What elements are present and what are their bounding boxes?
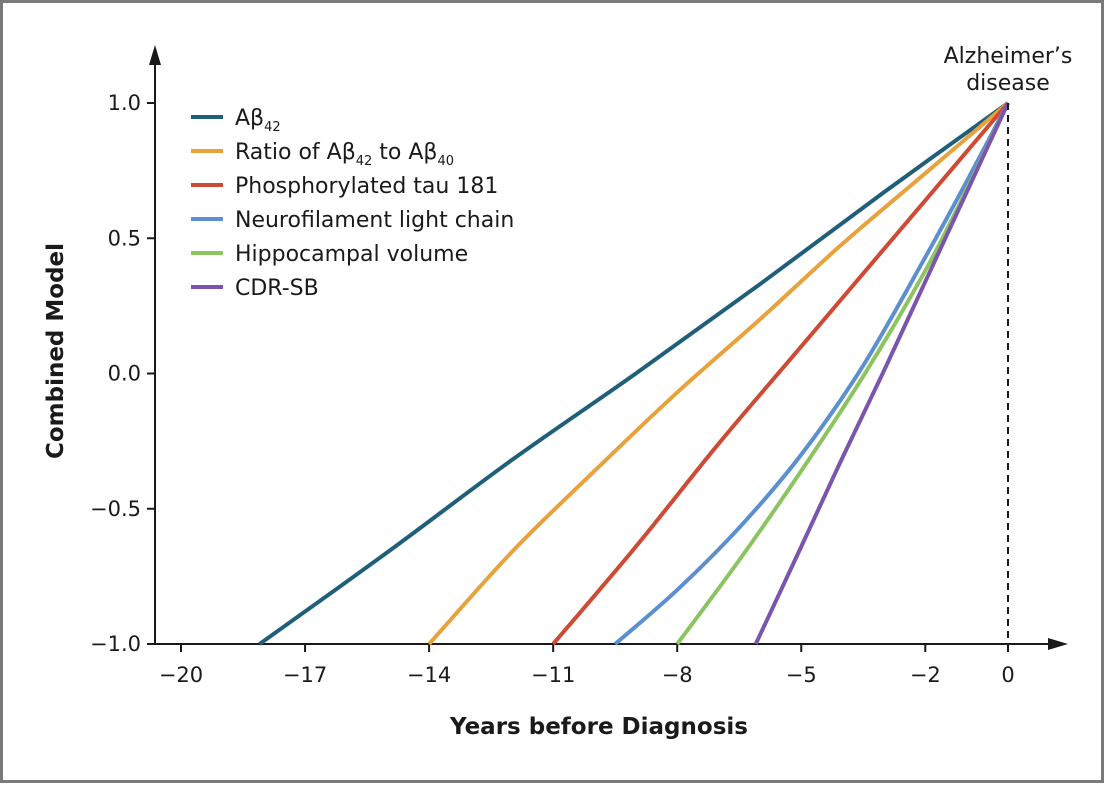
x-axis-title: Years before Diagnosis	[449, 714, 748, 740]
y-axis-arrow	[149, 45, 161, 65]
x-tick-label: −20	[159, 663, 203, 687]
series-line	[551, 101, 1010, 646]
series-line	[675, 102, 1010, 646]
diagnosis-label: Alzheimer’s	[944, 44, 1073, 69]
x-tick-label: −8	[662, 663, 693, 687]
x-tick-label: −14	[407, 663, 451, 687]
series-line	[753, 102, 1010, 645]
line-chart: 1.00.50.0−0.5−1.0−20 −17 −14 −11 −8 −5 −2 0 Aβ4…	[43, 44, 1073, 740]
x-tick-label: 0	[1001, 663, 1014, 687]
legend-label: Aβ42	[235, 106, 281, 135]
axes: 1.00.50.0−0.5−1.0−20 −17 −14 −11 −8 −5 −2 0	[90, 45, 1068, 687]
legend-label: CDR-SB	[235, 276, 319, 301]
legend-label: Hippocampal volume	[235, 242, 468, 267]
diagnosis-label: disease	[966, 71, 1050, 96]
y-tick-label: 1.0	[108, 91, 141, 115]
legend-label: Phosphorylated tau 181	[235, 174, 498, 199]
legend-label: Neurofilament light chain	[235, 208, 514, 233]
series-line	[613, 102, 1010, 646]
x-tick-label: −11	[531, 663, 575, 687]
legend-label: Ratio of Aβ42 to Aβ40	[235, 140, 454, 169]
x-tick-label: −17	[283, 663, 327, 687]
y-tick-label: −1.0	[90, 632, 141, 656]
x-tick-label: −5	[786, 663, 817, 687]
series-lines	[258, 101, 1010, 646]
y-axis-title: Combined Model	[43, 243, 69, 459]
series-line	[258, 101, 1010, 646]
series-line	[427, 101, 1010, 646]
y-tick-label: 0.0	[108, 362, 141, 386]
x-axis-arrow	[1048, 638, 1068, 650]
legend: Aβ42 Ratio of Aβ42 to Aβ40 Phosphorylated …	[191, 106, 514, 301]
y-tick-label: −0.5	[90, 497, 141, 521]
y-tick-label: 0.5	[108, 226, 141, 250]
x-tick-label: −2	[910, 663, 941, 687]
